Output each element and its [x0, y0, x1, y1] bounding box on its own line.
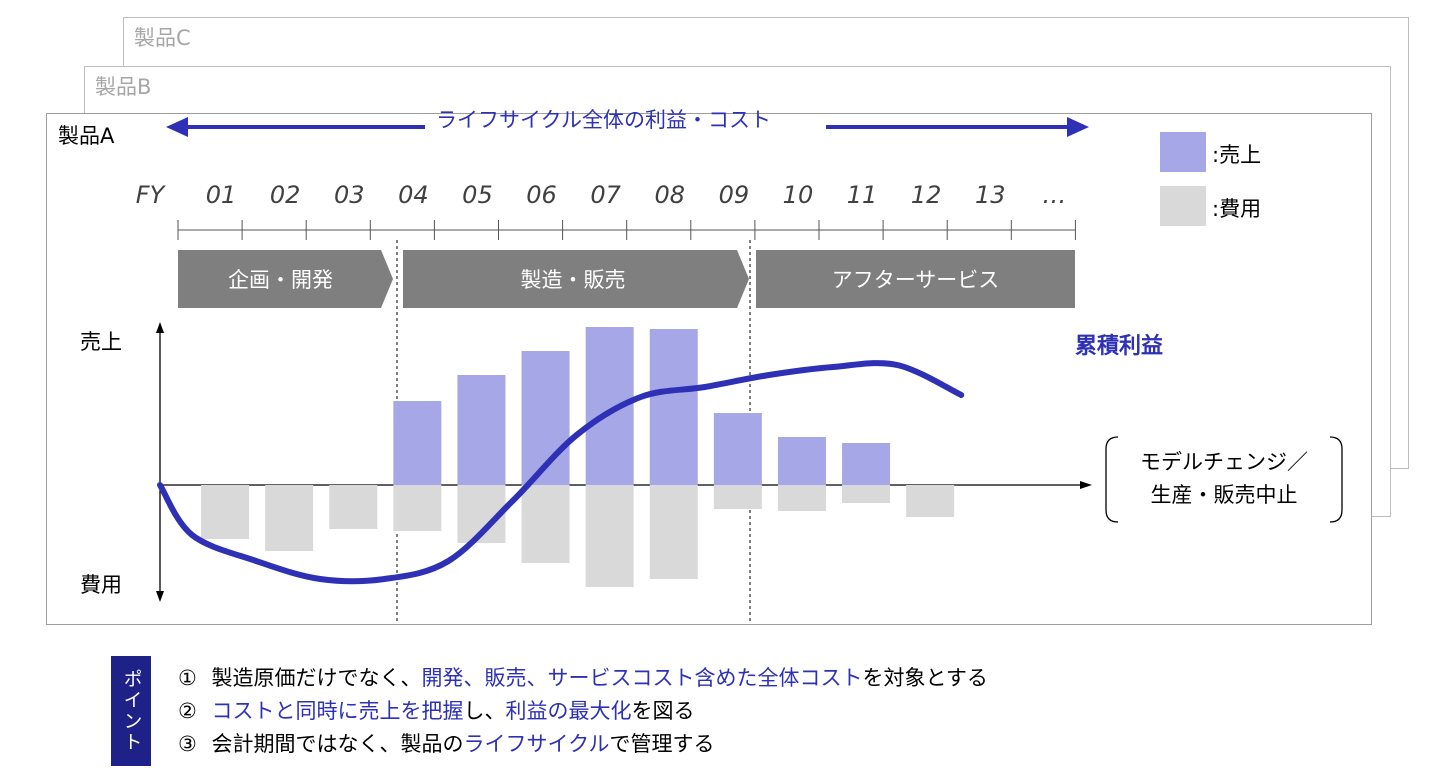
- point-2-text-e: を図る: [631, 699, 695, 723]
- point-1-text-c: を対象とする: [862, 666, 988, 690]
- point-1-text-a: 製造原価だけでなく、: [211, 666, 422, 690]
- fy-label: 03: [334, 181, 365, 209]
- card-title-product-c: 製品C: [134, 26, 191, 50]
- legend-cost-label: :費用: [1212, 197, 1262, 221]
- cost-bar: [585, 485, 634, 587]
- fy-label: 07: [590, 181, 621, 209]
- point-2-text-c: し、: [463, 699, 506, 723]
- fy-label: 01: [206, 181, 237, 209]
- point-2-highlight-1: コストと同時に売上を把握: [211, 699, 464, 723]
- point-1-number: ①: [178, 666, 197, 690]
- legend-sales-swatch: [1160, 132, 1206, 172]
- y-axis-bottom-label: 費用: [80, 573, 122, 597]
- legend-sales-label: :売上: [1212, 143, 1262, 167]
- phase-label-planning: 企画・開発: [228, 268, 333, 292]
- point-2-highlight-2: 利益の最大化: [505, 699, 632, 723]
- sales-bar: [842, 443, 891, 485]
- fy-label: …: [1042, 181, 1066, 209]
- sales-bar: [393, 401, 442, 485]
- point-2-number: ②: [178, 699, 197, 723]
- fy-label: 12: [911, 181, 942, 209]
- sales-bar: [649, 329, 698, 485]
- end-note-bracket-right: [1329, 436, 1343, 523]
- end-note-bracket-left: [1105, 436, 1119, 523]
- phase-label-manufacturing: 製造・販売: [520, 268, 626, 292]
- card-title-product-a: 製品A: [58, 124, 115, 148]
- lifecycle-label: ライフサイクル全体の利益・コスト: [436, 108, 771, 132]
- cost-bar: [713, 485, 762, 509]
- fy-prefix-label: FY: [136, 181, 167, 209]
- cost-bar: [521, 485, 570, 563]
- fy-label: 11: [847, 181, 878, 209]
- cumulative-profit-label: 累積利益: [1075, 334, 1164, 359]
- cost-bar: [201, 485, 250, 539]
- bars: [201, 327, 955, 587]
- point-3: ③ 会計期間ではなく、製品のライフサイクルで管理する: [178, 728, 714, 758]
- fy-label: 09: [719, 181, 750, 209]
- cumulative-profit-line: [157, 360, 965, 585]
- y-axis-top-label: 売上: [80, 330, 122, 354]
- sales-bar: [777, 437, 826, 485]
- fy-label: 10: [783, 181, 814, 209]
- phase-shape-manufacturing: [403, 250, 749, 308]
- phase-label-aftersales: アフターサービス: [831, 268, 1000, 292]
- fy-label: 04: [398, 181, 429, 209]
- card-title-product-b: 製品B: [95, 75, 152, 99]
- sales-bar: [713, 413, 762, 485]
- fy-label: 13: [975, 181, 1006, 209]
- cost-bar: [906, 485, 955, 517]
- cost-bar: [842, 485, 891, 503]
- cost-bar: [329, 485, 378, 529]
- fy-label: 05: [462, 181, 493, 209]
- points-tag: ポイント: [111, 656, 151, 766]
- sales-bar: [457, 375, 506, 485]
- cost-bar: [649, 485, 698, 579]
- fiscal-year-labels: FY 01 02 03 04 05 06 07 08 09 10 11 12 13 …: [136, 181, 1067, 209]
- point-3-text-a: 会計期間ではなく、製品の: [211, 732, 464, 756]
- point-3-highlight: ライフサイクル: [463, 732, 610, 756]
- fy-label: 08: [654, 181, 685, 209]
- point-2: ② コストと同時に売上を把握し、利益の最大化を図る: [178, 695, 695, 725]
- point-3-number: ③: [178, 732, 197, 756]
- point-1: ① 製造原価だけでなく、開発、販売、サービスコスト含めた全体コストを対象とする: [178, 662, 988, 692]
- cost-bar: [393, 485, 442, 531]
- fy-label: 02: [270, 181, 301, 209]
- timeline-ruler: [177, 220, 1076, 240]
- cost-bar: [777, 485, 826, 511]
- end-note-line2: 生産・販売中止: [1150, 483, 1298, 507]
- fy-label: 06: [526, 181, 557, 209]
- point-1-highlight: 開発、販売、サービスコスト含めた全体コスト: [421, 666, 863, 690]
- phase-shape-planning: [178, 250, 393, 308]
- phase-shape-aftersales: [756, 250, 1075, 308]
- cost-bar: [265, 485, 314, 551]
- end-note-line1: モデルチェンジ／: [1140, 450, 1308, 474]
- point-3-text-c: で管理する: [609, 732, 715, 756]
- legend-cost-swatch: [1160, 186, 1206, 226]
